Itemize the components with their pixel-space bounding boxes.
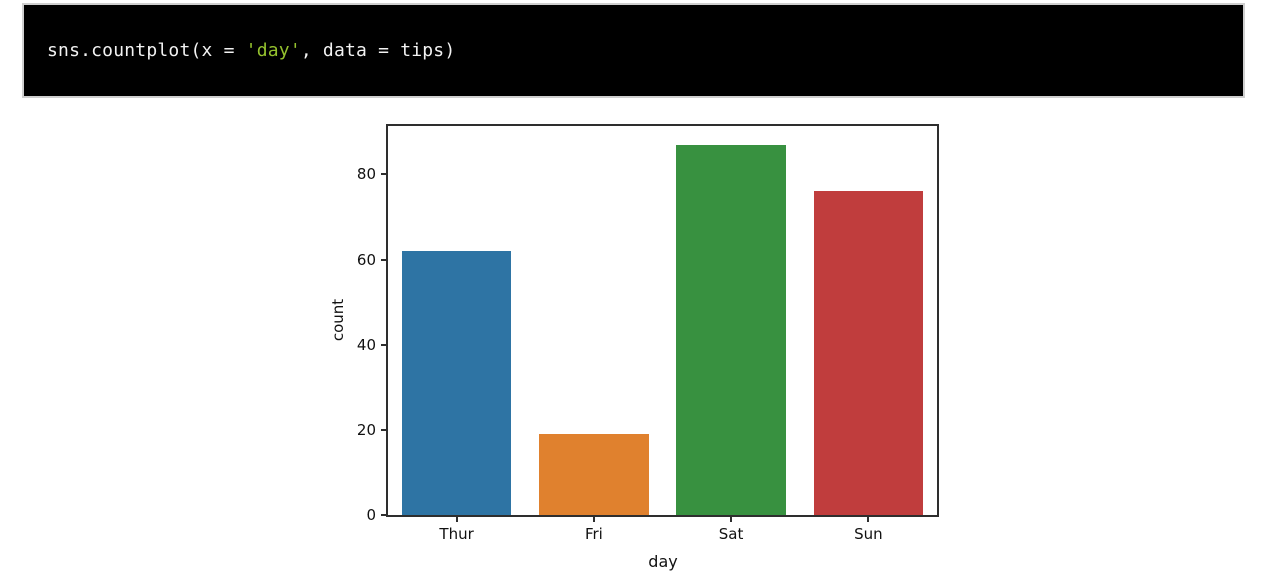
y-tick-mark <box>381 514 386 516</box>
x-tick-label: Sat <box>718 525 744 543</box>
x-tick-label: Thur <box>439 525 474 543</box>
y-tick-label: 40 <box>356 335 376 354</box>
bar-fri <box>539 434 649 515</box>
code-text: sns.countplot(x = <box>47 39 246 61</box>
x-tick-mark <box>455 517 458 522</box>
y-tick-mark <box>381 428 386 431</box>
code-cell[interactable]: sns.countplot(x = 'day', data = tips) <box>22 3 1245 98</box>
plot-area <box>386 124 939 517</box>
y-tick-label: 0 <box>366 506 376 524</box>
x-tick-mark <box>730 517 733 522</box>
y-tick-mark <box>381 173 386 176</box>
x-tick-label: Sun <box>854 525 883 543</box>
x-tick-mark <box>867 517 870 522</box>
code-string-literal: 'day' <box>245 39 301 61</box>
bar-sat <box>676 144 786 515</box>
y-tick-label: 20 <box>356 420 376 439</box>
y-tick-label: 80 <box>356 165 376 184</box>
y-tick-label: 60 <box>356 250 376 269</box>
y-tick-mark <box>381 258 386 261</box>
y-tick-mark <box>381 343 386 346</box>
bar-sun <box>813 191 924 515</box>
code-line: sns.countplot(x = 'day', data = tips) <box>24 39 455 63</box>
code-text: , data = tips) <box>300 39 456 61</box>
bar-thur <box>401 251 512 515</box>
x-tick-label: Fri <box>584 525 603 543</box>
x-tick-mark <box>592 517 595 522</box>
